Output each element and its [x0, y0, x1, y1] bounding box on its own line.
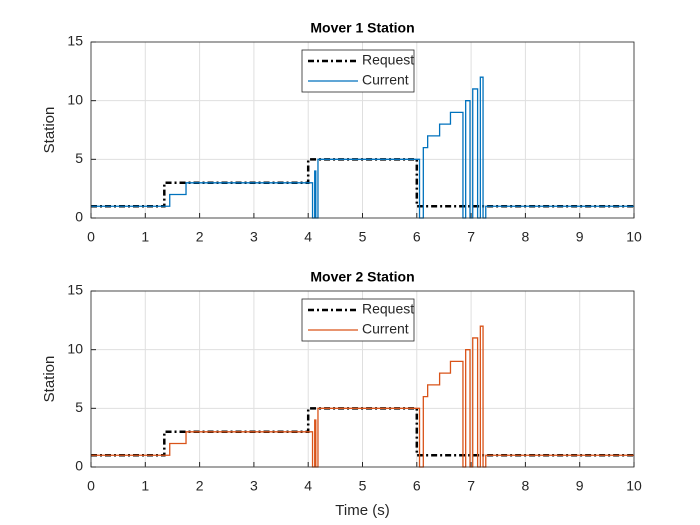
legend-box: [301, 298, 415, 342]
x-tick-label: 9: [576, 229, 584, 245]
x-tick-label: 2: [196, 478, 204, 494]
x-tick-label: 2: [196, 229, 204, 245]
axes-box: [90, 290, 635, 468]
y-tick-label: 15: [67, 282, 83, 298]
legend-label: Request: [362, 301, 414, 317]
legend: Request Current: [301, 298, 415, 342]
x-tick-label: 4: [304, 478, 312, 494]
x-tick-label: 0: [87, 478, 95, 494]
x-tick-label: 0: [87, 229, 95, 245]
x-tick-label: 3: [250, 229, 258, 245]
y-tick-label: 0: [75, 458, 83, 474]
legend-label: Current: [362, 321, 409, 337]
legend-label: Current: [362, 72, 409, 88]
x-tick-label: 8: [522, 229, 530, 245]
y-tick-label: 5: [75, 150, 83, 166]
y-tick-label: 10: [67, 91, 83, 107]
chart-title: Mover 2 Station: [310, 269, 414, 285]
x-tick-label: 9: [576, 478, 584, 494]
x-tick-label: 7: [467, 229, 475, 245]
chart-title: Mover 1 Station: [310, 20, 414, 36]
legend-box: [301, 49, 415, 93]
x-tick-label: 1: [141, 478, 149, 494]
x-tick-label: 1: [141, 229, 149, 245]
y-tick-label: 0: [75, 209, 83, 225]
x-tick-label: 6: [413, 229, 421, 245]
x-tick-label: 7: [467, 478, 475, 494]
x-tick-label: 10: [626, 478, 642, 494]
x-tick-label: 6: [413, 478, 421, 494]
series-line: [91, 158, 634, 208]
axes-box: [90, 41, 635, 219]
x-tick-label: 8: [522, 478, 530, 494]
x-tick-label: 5: [359, 229, 367, 245]
y-axis-label: Station: [41, 107, 58, 154]
series-line: [91, 407, 634, 457]
x-axis-label: Time (s): [335, 502, 389, 519]
y-tick-label: 5: [75, 399, 83, 415]
legend-label: Request: [362, 52, 414, 68]
y-axis-label: Station: [41, 356, 58, 403]
x-tick-label: 4: [304, 229, 312, 245]
y-tick-label: 10: [67, 340, 83, 356]
x-tick-label: 5: [359, 478, 367, 494]
y-tick-label: 15: [67, 33, 83, 49]
legend: Request Current: [301, 49, 415, 93]
x-tick-label: 3: [250, 478, 258, 494]
x-tick-label: 10: [626, 229, 642, 245]
